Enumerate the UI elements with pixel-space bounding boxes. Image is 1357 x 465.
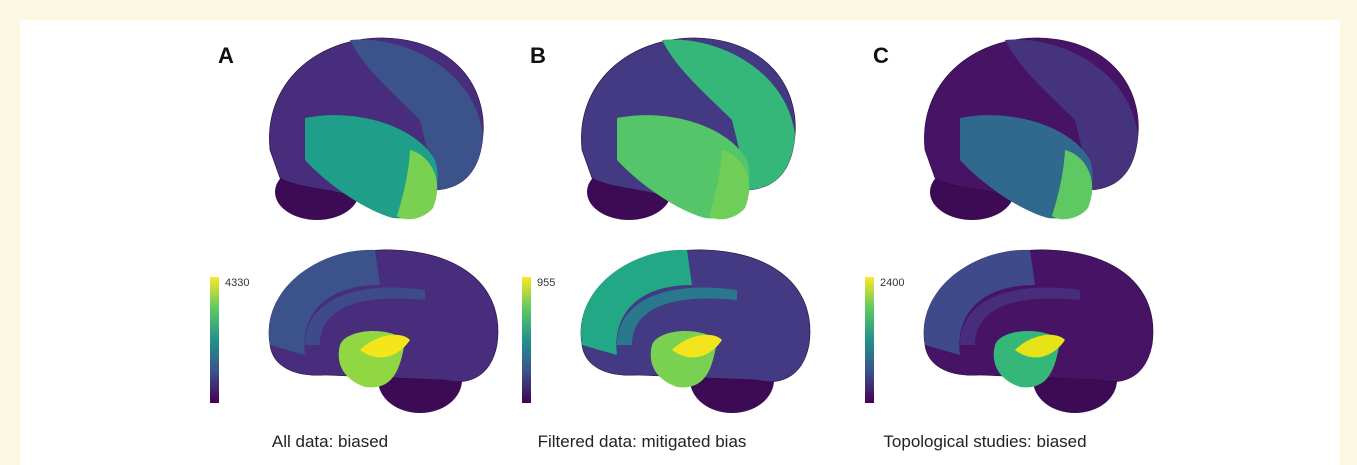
colorbar-max-label: 4330: [225, 277, 249, 289]
lateral-brain: [269, 37, 484, 220]
cingulate: [617, 287, 737, 345]
panel-label: A: [218, 43, 234, 68]
hippocampus: [1015, 334, 1065, 358]
temporal-pole: [397, 150, 438, 220]
medial-brain: [923, 249, 1154, 413]
lateral-brain: [581, 37, 796, 220]
temporal-pole: [1052, 150, 1093, 220]
hippocampus: [360, 334, 410, 358]
medial-frontal: [580, 249, 692, 355]
caption: All data: biased: [272, 432, 388, 451]
temporal-pole: [709, 150, 750, 220]
medial-brain: [268, 249, 499, 413]
colorbar: [522, 277, 531, 403]
medial-brain: [580, 249, 811, 413]
caption: Filtered data: mitigated bias: [538, 432, 747, 451]
medial-frontal: [923, 249, 1035, 355]
colorbar: [210, 277, 219, 403]
panel: B 955 Filtered data: mitigated bias: [522, 37, 811, 451]
hippocampus: [672, 334, 722, 358]
panel: A 4330 All data: biased: [210, 37, 499, 451]
panel-label: C: [873, 43, 889, 68]
cingulate: [305, 287, 425, 345]
colorbar-max-label: 2400: [880, 277, 904, 289]
colorbar-max-label: 955: [537, 277, 555, 289]
colorbar: [865, 277, 874, 403]
panel: C 2400 Topological studies: biased: [865, 37, 1154, 451]
panel-label: B: [530, 43, 546, 68]
cingulate: [960, 287, 1080, 345]
caption: Topological studies: biased: [883, 432, 1086, 451]
parietal-lobe: [350, 39, 483, 190]
parietal-lobe: [662, 39, 795, 190]
lateral-brain: [924, 37, 1139, 220]
parietal-lobe: [1005, 39, 1138, 190]
medial-frontal: [268, 249, 380, 355]
